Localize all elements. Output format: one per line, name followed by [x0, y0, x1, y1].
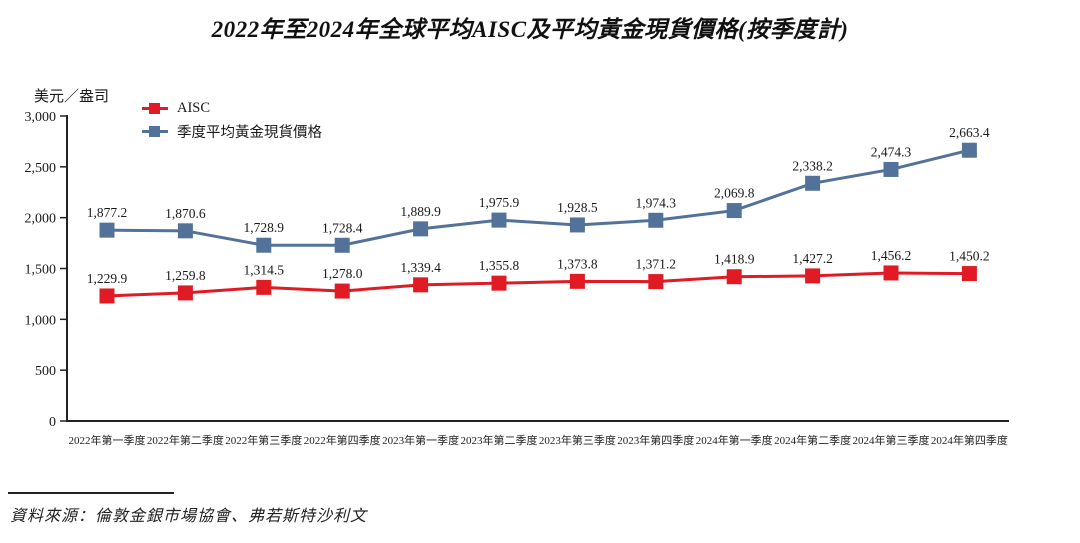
y-axis-tick-label: 2,500 — [25, 161, 57, 176]
legend-item-aisc: AISC — [142, 99, 322, 118]
series-line-aisc — [106, 271, 970, 298]
data-point-marker — [334, 237, 350, 253]
data-point-marker — [883, 265, 899, 281]
x-axis-label: 2023年第四季度 — [617, 433, 694, 447]
data-point-marker — [413, 221, 429, 237]
data-point-label: 1,314.5 — [244, 262, 285, 277]
data-point-marker — [256, 237, 272, 253]
data-point-label: 1,259.8 — [165, 268, 206, 283]
data-point-label: 1,975.9 — [479, 195, 520, 210]
data-point-marker — [569, 273, 585, 289]
data-point-marker — [648, 212, 664, 228]
x-axis-label: 2024年第一季度 — [696, 433, 773, 447]
data-point-label: 1,450.2 — [949, 249, 990, 264]
data-point-marker — [961, 142, 977, 158]
data-point-label: 1,889.9 — [400, 204, 441, 219]
data-point-marker — [491, 275, 507, 291]
y-axis-unit-label: 美元／盎司 — [34, 89, 110, 105]
data-point-label: 1,229.9 — [87, 271, 128, 286]
data-point-label: 1,928.5 — [557, 200, 598, 215]
data-point-marker — [334, 283, 350, 299]
data-point-marker — [648, 274, 664, 290]
y-axis-tick-label: 2,000 — [25, 212, 57, 227]
data-point-marker — [961, 266, 977, 282]
data-point-label: 1,877.2 — [87, 205, 128, 220]
data-point-marker — [569, 217, 585, 233]
data-point-marker — [491, 212, 507, 228]
y-axis-tick-label: 500 — [35, 364, 56, 379]
legend-item-gold-price: 季度平均黃金現貨價格 — [142, 122, 322, 141]
series-line-gold-price — [106, 148, 970, 247]
data-point-marker — [256, 279, 272, 295]
data-point-label: 1,427.2 — [792, 251, 833, 266]
data-point-marker — [177, 285, 193, 301]
data-point-label: 1,728.9 — [244, 220, 285, 235]
x-axis-label: 2022年第三季度 — [225, 433, 302, 447]
data-point-marker — [99, 288, 115, 304]
data-point-label: 1,278.0 — [322, 266, 363, 281]
y-axis-tick-label: 3,000 — [25, 110, 57, 125]
gold-price-legend-square-icon — [149, 126, 160, 137]
x-axis-label: 2023年第一季度 — [382, 433, 459, 447]
data-point-label: 2,069.8 — [714, 186, 755, 201]
data-point-marker — [413, 277, 429, 293]
data-point-label: 2,474.3 — [871, 144, 912, 159]
data-point-label: 1,974.3 — [636, 195, 677, 210]
aisc-legend-marker-icon — [142, 103, 168, 114]
x-axis-label: 2024年第三季度 — [853, 433, 930, 447]
x-axis-label: 2023年第三季度 — [539, 433, 616, 447]
data-point-label: 1,355.8 — [479, 258, 520, 273]
data-point-label: 1,870.6 — [165, 206, 206, 221]
x-axis-label: 2023年第二季度 — [461, 433, 538, 447]
y-axis-tick-label: 0 — [49, 415, 56, 430]
data-point-label: 1,456.2 — [871, 248, 912, 263]
chart-title: 2022年至2024年全球平均AISC及平均黃金現貨價格(按季度計) — [211, 17, 849, 42]
y-axis-tick-label: 1,500 — [25, 263, 57, 278]
source-divider — [8, 492, 174, 494]
legend-label-gold-price: 季度平均黃金現貨價格 — [177, 125, 322, 141]
x-axis-label: 2024年第四季度 — [931, 433, 1008, 447]
x-axis-label: 2022年第一季度 — [69, 433, 146, 447]
data-point-label: 1,373.8 — [557, 256, 598, 271]
data-point-label: 2,338.2 — [792, 158, 833, 173]
gold-price-legend-marker-icon — [142, 126, 168, 137]
data-point-marker — [805, 175, 821, 191]
data-point-label: 1,728.4 — [322, 220, 363, 235]
chart-legend: AISC 季度平均黃金現貨價格 — [142, 99, 322, 145]
data-point-marker — [883, 161, 899, 177]
data-point-marker — [177, 223, 193, 239]
x-axis-label: 2024年第二季度 — [774, 433, 851, 447]
data-point-label: 2,663.4 — [949, 125, 990, 140]
data-point-marker — [805, 268, 821, 284]
y-axis-tick-label: 1,000 — [25, 313, 57, 328]
x-axis-label: 2022年第二季度 — [147, 433, 224, 447]
data-point-marker — [99, 222, 115, 238]
data-point-label: 1,371.2 — [636, 257, 677, 272]
data-point-label: 1,339.4 — [400, 260, 441, 275]
data-point-marker — [726, 203, 742, 219]
x-axis-label: 2022年第四季度 — [304, 433, 381, 447]
legend-label-aisc: AISC — [177, 100, 211, 116]
data-point-label: 1,418.9 — [714, 252, 755, 267]
aisc-legend-square-icon — [149, 103, 160, 114]
data-point-marker — [726, 269, 742, 285]
source-note: 資料來源：倫敦金銀市場協會、弗若斯特沙利文 — [10, 508, 368, 525]
